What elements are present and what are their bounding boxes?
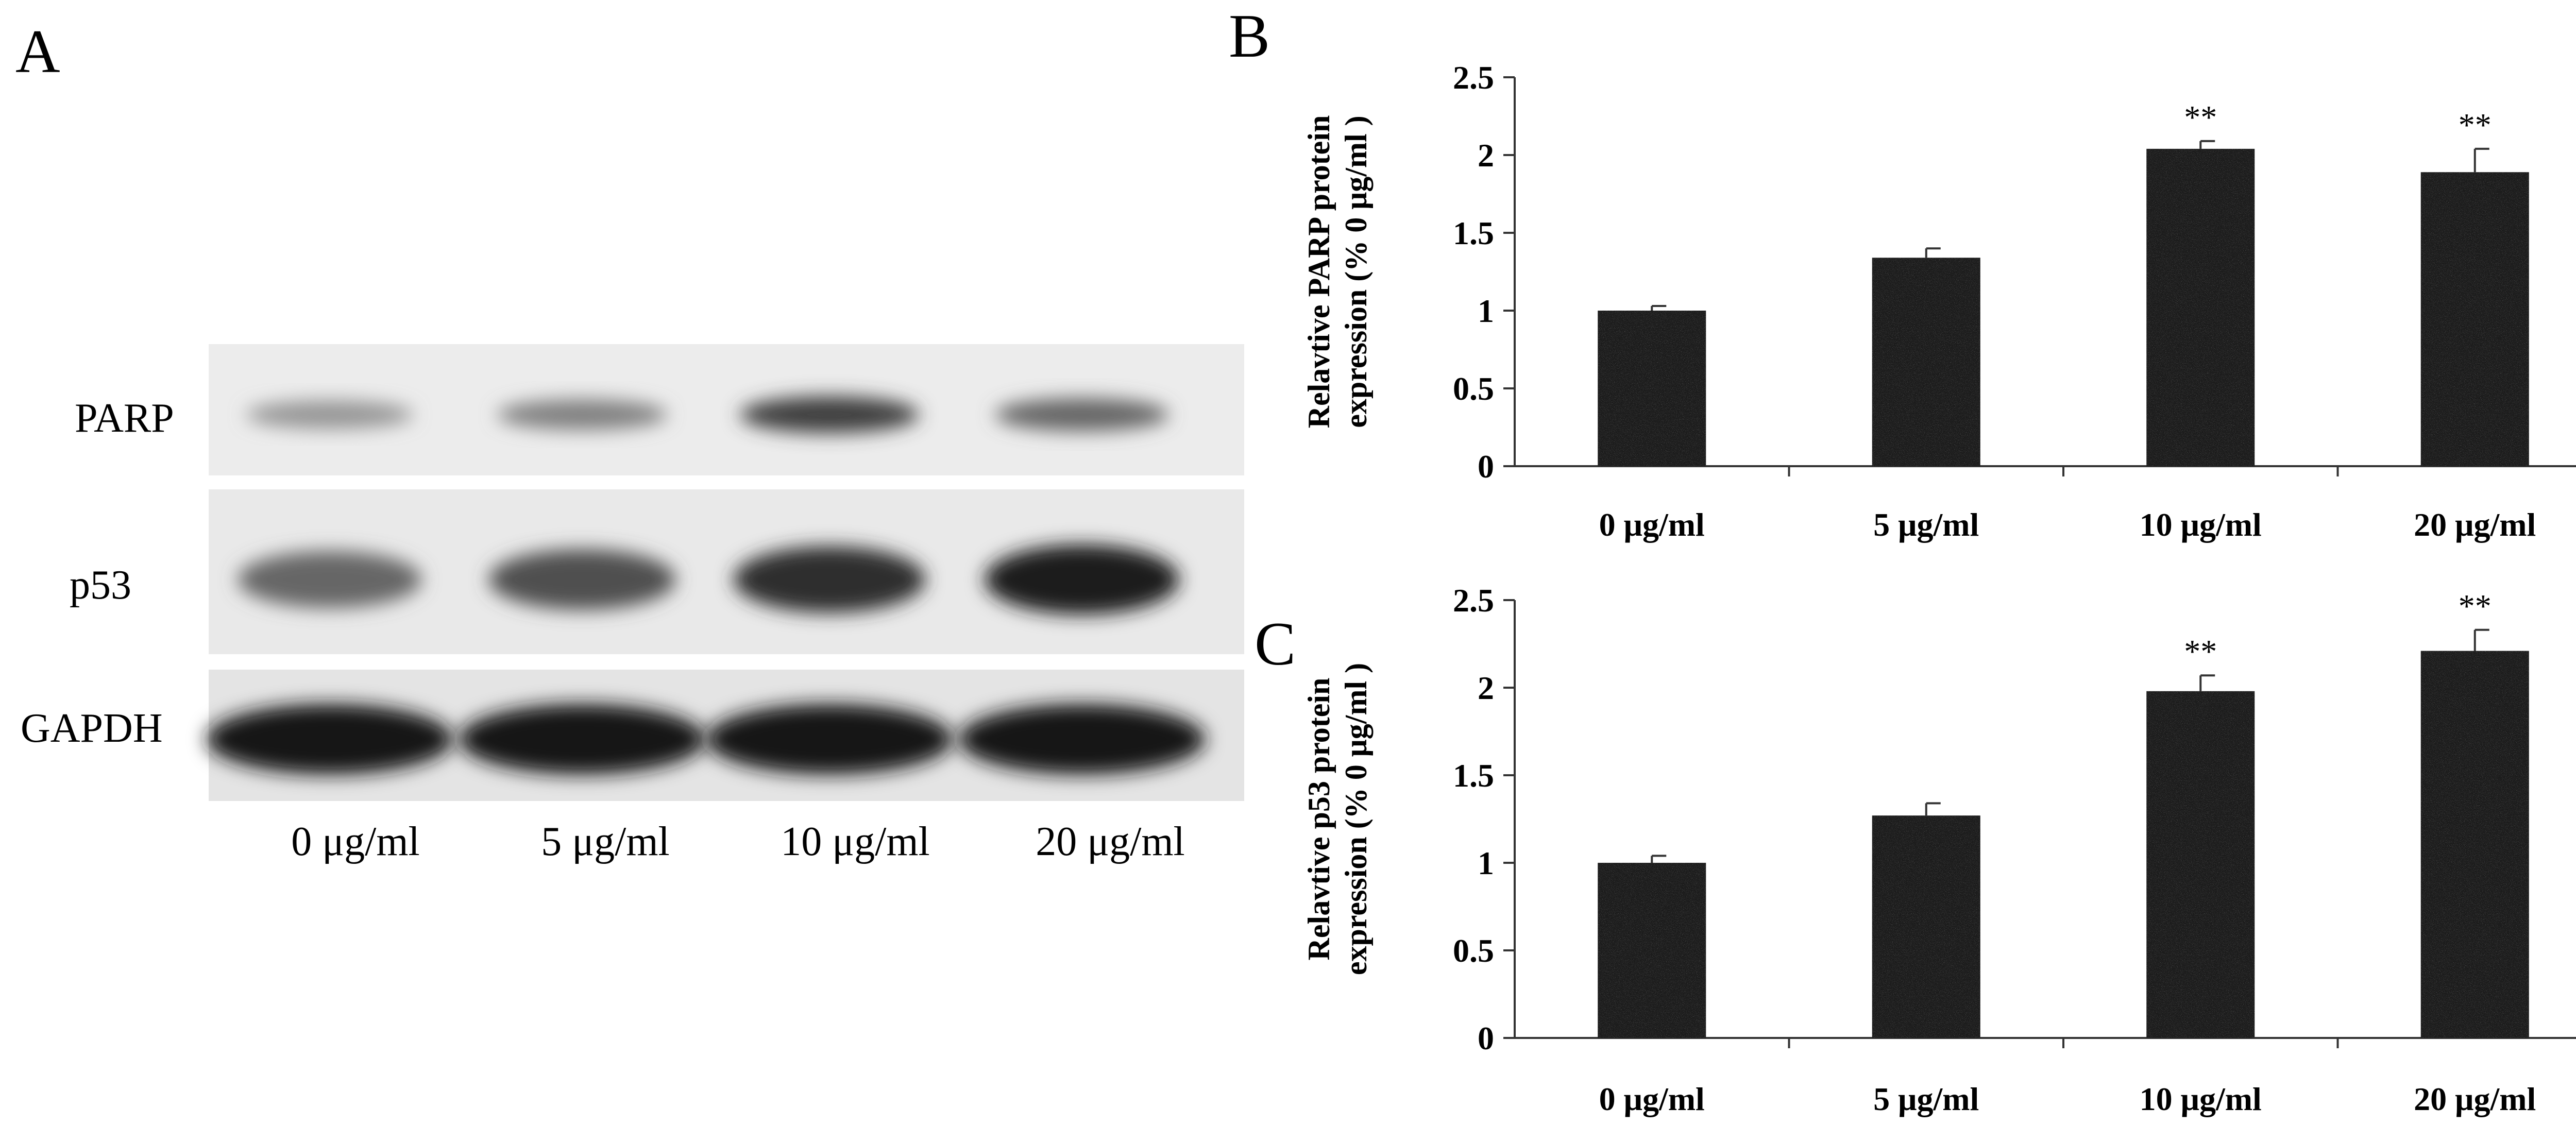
band-p53-lane-0: [238, 551, 422, 608]
category-label: 20 μg/ml: [2414, 1081, 2536, 1117]
band-p53-lane-1: [488, 549, 676, 610]
band-parp-lane-3: [995, 398, 1169, 432]
band-parp-lane-0: [246, 400, 413, 429]
blot-lane-label-1: 5 μg/ml: [541, 819, 670, 864]
y-tick-label: 1.5: [1453, 757, 1494, 794]
y-tick-label: 1.5: [1453, 215, 1494, 251]
band-gapdh-lane-2: [706, 704, 953, 775]
y-tick-label: 0.5: [1453, 370, 1494, 407]
y-axis-label: expression (% 0 μg/ml ): [1339, 663, 1373, 975]
western-blot: PARP p53 GAPDH 0 μg/ml 5 μg/ml 10 μg/ml …: [21, 344, 1244, 864]
significance-marker: **: [2184, 99, 2217, 135]
y-tick-label: 1: [1478, 845, 1494, 881]
category-label: 5 μg/ml: [1873, 506, 1979, 543]
y-tick-label: 2.5: [1453, 582, 1494, 619]
band-gapdh-lane-1: [459, 704, 706, 775]
y-tick-label: 1: [1478, 293, 1494, 329]
y-tick-label: 2.5: [1453, 59, 1494, 96]
bar: [1598, 311, 1706, 466]
y-tick-label: 0: [1478, 448, 1494, 485]
category-label: 0 μg/ml: [1599, 1081, 1705, 1117]
y-tick-label: 2: [1478, 137, 1494, 174]
blot-label-gapdh: GAPDH: [21, 706, 163, 751]
bar: [1872, 258, 1980, 466]
category-label: 10 μg/ml: [2140, 506, 2262, 543]
blot-label-p53: p53: [70, 563, 131, 608]
y-axis-label: Relavtive p53 protein: [1302, 678, 1336, 961]
band-p53-lane-2: [733, 546, 926, 613]
bar: [2420, 651, 2529, 1038]
significance-marker: **: [2459, 107, 2492, 143]
band-p53-lane-3: [984, 544, 1180, 615]
y-tick-label: 0: [1478, 1020, 1494, 1056]
blot-lane-label-3: 20 μg/ml: [1036, 819, 1185, 864]
blot-lane-label-0: 0 μg/ml: [291, 819, 420, 864]
category-label: 20 μg/ml: [2414, 506, 2536, 543]
band-parp-lane-1: [497, 399, 667, 430]
band-gapdh-lane-0: [206, 704, 453, 775]
category-label: 5 μg/ml: [1873, 1081, 1979, 1117]
blot-lane-label-2: 10 μg/ml: [781, 819, 930, 864]
panel-c-label: C: [1255, 609, 1296, 678]
bar: [2420, 172, 2529, 467]
category-label: 0 μg/ml: [1599, 506, 1705, 543]
y-axis-label: expression (% 0 μg/ml ): [1339, 115, 1373, 428]
bar: [1598, 863, 1706, 1038]
bar: [1872, 815, 1980, 1038]
bar: [2146, 691, 2255, 1038]
chart-c: 0 0.5 1 1.5 2 2.5 0 μg/ml 5 μg/ml ** 10 μg/ml ** 20…: [1302, 582, 2576, 1117]
significance-marker: **: [2184, 633, 2217, 670]
panel-b-label: B: [1229, 2, 1270, 70]
y-tick-label: 0.5: [1453, 932, 1494, 969]
band-gapdh-lane-3: [958, 704, 1206, 775]
blot-label-parp: PARP: [75, 396, 174, 441]
panel-a-label: A: [15, 17, 60, 86]
category-label: 10 μg/ml: [2140, 1081, 2262, 1117]
blot-bands: [206, 396, 1206, 775]
bar: [2146, 148, 2255, 466]
significance-marker: **: [2459, 588, 2492, 624]
band-parp-lane-2: [740, 396, 919, 434]
y-tick-label: 2: [1478, 670, 1494, 706]
y-axis-label: Relavtive PARP protein: [1302, 115, 1336, 429]
chart-b: 0 0.5 1 1.5 2 2.5 0 μg/ml 5 μg/ml ** 10 μg/ml ** 20…: [1302, 59, 2576, 543]
